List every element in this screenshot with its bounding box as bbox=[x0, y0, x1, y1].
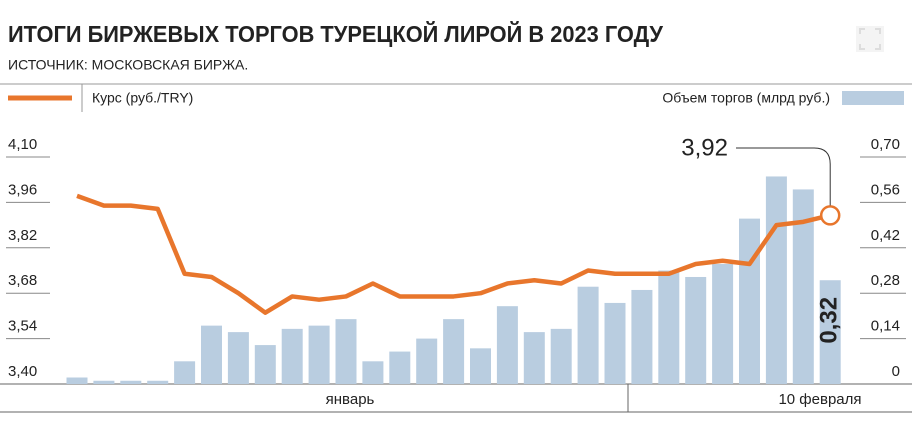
highlight-marker bbox=[819, 205, 841, 226]
y2-tick-label: 0,14 bbox=[871, 318, 900, 335]
period-label: январь bbox=[326, 391, 375, 408]
bar bbox=[443, 319, 465, 384]
period-label: 10 февраля bbox=[778, 391, 861, 408]
bar bbox=[739, 218, 760, 384]
leader-line bbox=[736, 147, 831, 206]
y2-tick-label: 0,56 bbox=[871, 181, 900, 198]
bar bbox=[792, 189, 814, 384]
y2-tick-label: 0,42 bbox=[871, 227, 900, 244]
y-tick-label: 3,68 bbox=[8, 272, 37, 289]
y-tick-label: 4,10 bbox=[8, 136, 37, 153]
y-tick-label: 3,82 bbox=[8, 227, 37, 244]
bar bbox=[174, 361, 196, 384]
bar bbox=[416, 338, 438, 384]
bar bbox=[93, 380, 115, 384]
bar bbox=[281, 328, 303, 384]
bar bbox=[604, 302, 626, 384]
legend-label: Курс (руб./TRY) bbox=[92, 90, 193, 106]
y-tick-label: 3,96 bbox=[8, 181, 37, 198]
y-tick-label: 3,54 bbox=[8, 318, 37, 335]
bar bbox=[362, 361, 384, 384]
bar bbox=[712, 264, 734, 384]
bar bbox=[254, 345, 276, 384]
bar bbox=[496, 306, 518, 384]
bar bbox=[658, 270, 680, 384]
data-label: 3,92 bbox=[681, 134, 728, 161]
bar bbox=[227, 332, 249, 384]
y2-tick-label: 0,28 bbox=[871, 272, 900, 289]
data-label: 0,32 bbox=[816, 297, 843, 344]
bar bbox=[66, 377, 88, 384]
bar bbox=[120, 380, 142, 384]
y2-tick-label: 0,70 bbox=[871, 136, 900, 153]
chart-title: ИТОГИ БИРЖЕВЫХ ТОРГОВ ТУРЕЦКОЙ ЛИРОЙ В 2… bbox=[8, 20, 664, 47]
bar bbox=[523, 332, 545, 384]
bar bbox=[335, 319, 357, 384]
bar bbox=[685, 276, 707, 384]
legend-label: Объем торгов (млрд руб.) bbox=[662, 90, 830, 106]
line bbox=[76, 193, 831, 315]
chart-subtitle: ИСТОЧНИК: МОСКОВСКАЯ БИРЖА. bbox=[8, 57, 248, 73]
bar bbox=[308, 325, 330, 384]
bar bbox=[765, 176, 787, 384]
bar bbox=[577, 286, 599, 384]
bar bbox=[147, 380, 169, 384]
y-tick-label: 3,40 bbox=[8, 363, 37, 380]
legend-bar-swatch bbox=[842, 91, 904, 105]
y2-tick-label: 0 bbox=[892, 363, 900, 380]
expand-icon[interactable] bbox=[856, 26, 884, 52]
bar bbox=[819, 280, 841, 384]
bar bbox=[631, 289, 653, 384]
bar bbox=[201, 325, 222, 384]
bar bbox=[389, 351, 411, 384]
bar bbox=[470, 348, 491, 384]
bar bbox=[550, 328, 572, 384]
